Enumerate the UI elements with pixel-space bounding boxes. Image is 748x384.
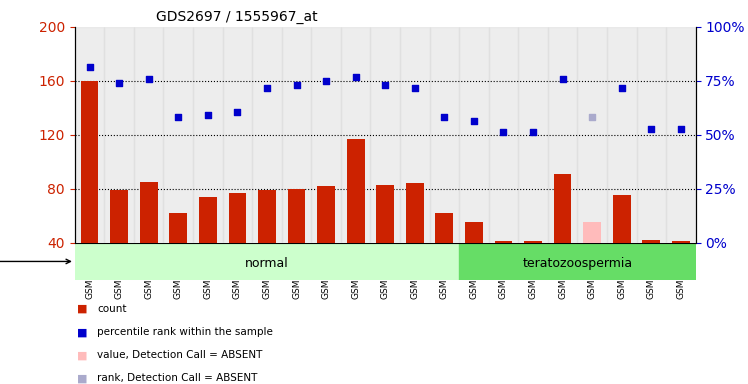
Point [231, 109, 243, 115]
Point [202, 111, 214, 118]
Bar [459, 243, 696, 280]
Bar [459, 27, 488, 243]
Bar [577, 27, 607, 243]
Point [261, 84, 273, 91]
Point [320, 78, 332, 84]
Bar [317, 186, 335, 243]
Text: ■: ■ [77, 350, 88, 360]
Point [113, 80, 125, 86]
Text: ■: ■ [77, 304, 88, 314]
Bar [524, 241, 542, 243]
Text: count: count [97, 304, 126, 314]
Bar [666, 27, 696, 243]
Bar [110, 190, 128, 243]
Point [497, 129, 509, 135]
Point [468, 118, 480, 124]
Bar [223, 27, 252, 243]
Bar [164, 27, 193, 243]
Point [172, 114, 184, 120]
Bar [494, 241, 512, 243]
Bar [637, 27, 666, 243]
Bar [258, 190, 276, 243]
Point [557, 76, 568, 83]
Text: ■: ■ [77, 327, 88, 337]
Bar [613, 195, 631, 243]
Bar [370, 27, 400, 243]
Bar [199, 197, 217, 243]
Text: value, Detection Call = ABSENT: value, Detection Call = ABSENT [97, 350, 263, 360]
Point [409, 84, 421, 91]
Bar [548, 27, 577, 243]
Bar [347, 139, 364, 243]
Bar [140, 182, 158, 243]
Text: GDS2697 / 1555967_at: GDS2697 / 1555967_at [156, 10, 317, 25]
Bar [282, 27, 311, 243]
Point [379, 82, 391, 88]
Bar [75, 243, 459, 280]
Bar [400, 27, 429, 243]
Bar [465, 222, 482, 243]
Bar [488, 27, 518, 243]
Text: teratozoospermia: teratozoospermia [522, 257, 633, 270]
Point [349, 74, 361, 80]
Bar [583, 222, 601, 243]
Point [143, 76, 155, 83]
Point [675, 126, 687, 132]
Bar [406, 183, 423, 243]
Point [646, 126, 657, 132]
Point [527, 129, 539, 135]
Bar [288, 189, 305, 243]
Point [438, 114, 450, 120]
Bar [518, 27, 548, 243]
Bar [193, 27, 223, 243]
Bar [229, 193, 246, 243]
Bar [607, 27, 637, 243]
Point [290, 82, 302, 88]
Text: ■: ■ [77, 373, 88, 383]
Bar [252, 27, 282, 243]
Bar [341, 27, 370, 243]
Point [586, 114, 598, 120]
Bar [672, 241, 690, 243]
Bar [311, 27, 341, 243]
Bar [554, 174, 571, 243]
Bar [435, 213, 453, 243]
Bar [429, 27, 459, 243]
Text: normal: normal [245, 257, 289, 270]
Text: rank, Detection Call = ABSENT: rank, Detection Call = ABSENT [97, 373, 257, 383]
Bar [134, 27, 164, 243]
Bar [643, 240, 660, 243]
Text: disease state: disease state [0, 257, 70, 266]
Text: percentile rank within the sample: percentile rank within the sample [97, 327, 273, 337]
Bar [105, 27, 134, 243]
Point [84, 64, 96, 70]
Bar [376, 185, 394, 243]
Bar [81, 81, 99, 243]
Bar [75, 27, 105, 243]
Point [616, 84, 628, 91]
Bar [169, 213, 187, 243]
